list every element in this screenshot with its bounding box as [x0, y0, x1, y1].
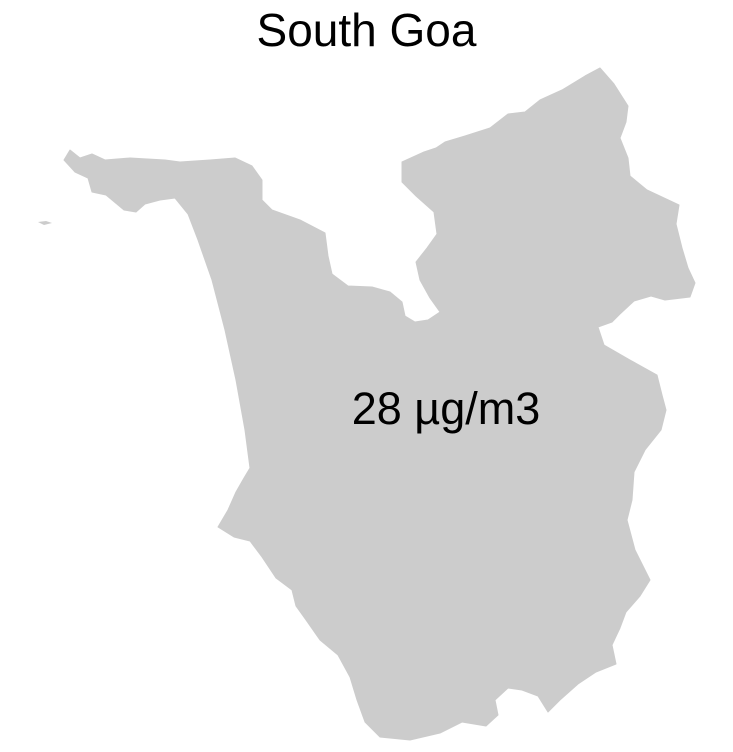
region-value-label: 28 µg/m3 [352, 383, 541, 434]
district-shape-south-goa[interactable] [63, 67, 696, 741]
map-title: South Goa [256, 4, 477, 56]
islet-shape [38, 221, 52, 225]
